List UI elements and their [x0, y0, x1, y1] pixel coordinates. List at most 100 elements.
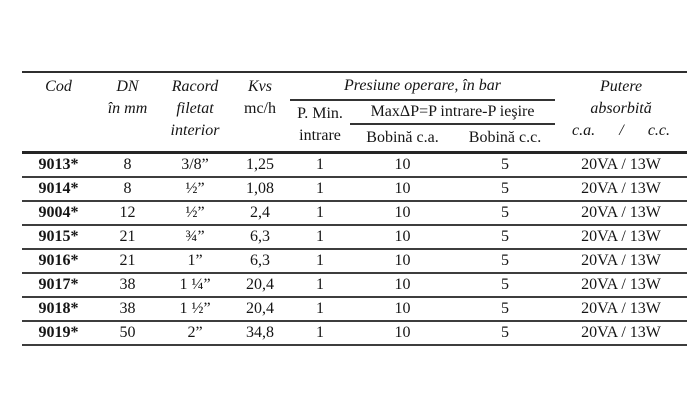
cell-dn: 21	[95, 249, 160, 274]
cell-cod: 9014*	[22, 177, 95, 202]
cell-bcc: 5	[455, 152, 556, 178]
cell-dn: 21	[95, 225, 160, 250]
table-row: 9004* 12 ½” 2,4 1 10 5 20VA / 13W	[22, 201, 688, 226]
cell-dn: 38	[95, 297, 160, 322]
cell-pmin: 1	[290, 273, 350, 298]
table-body: 9013* 8 3/8” 1,25 1 10 5 20VA / 13W 9014* 8 ½” 1,08…	[22, 152, 688, 346]
cell-cod: 9019*	[22, 321, 95, 346]
header-dn-line1: DN	[116, 78, 139, 95]
cell-cod: 9013*	[22, 152, 95, 178]
cell-pmin: 1	[290, 225, 350, 250]
cell-bcc: 5	[455, 273, 556, 298]
header-presiune-group: Presiune operare, în bar	[290, 72, 556, 101]
cell-pmin: 1	[290, 201, 350, 226]
table-row: 9019* 50 2” 34,8 1 10 5 20VA / 13W	[22, 321, 688, 346]
cell-bcc: 5	[455, 225, 556, 250]
spec-table: Cod DN în mm Racord filetat interior Kvs…	[22, 71, 688, 346]
header-pmin-line2: intrare	[299, 127, 341, 144]
cell-putere: 20VA / 13W	[555, 152, 688, 178]
cell-racord: 2”	[160, 321, 230, 346]
header-putere-line1: Putere	[600, 78, 643, 95]
header-pmin-line1: P. Min.	[297, 105, 343, 122]
header-kvs-line2: mc/h	[244, 100, 276, 117]
table-row: 9015* 21 ¾” 6,3 1 10 5 20VA / 13W	[22, 225, 688, 250]
cell-bca: 10	[350, 152, 455, 178]
cell-racord: 1 ½”	[160, 297, 230, 322]
cell-dn: 8	[95, 177, 160, 202]
cell-bcc: 5	[455, 321, 556, 346]
header-dn-line2: în mm	[107, 100, 148, 117]
header-putere-cc: c.c.	[647, 122, 671, 139]
header-racord: Racord filetat interior	[160, 72, 230, 154]
cell-bca: 10	[350, 225, 455, 250]
cell-bca: 10	[350, 273, 455, 298]
cell-cod: 9004*	[22, 201, 95, 226]
table-row: 9016* 21 1” 6,3 1 10 5 20VA / 13W	[22, 249, 688, 274]
cell-putere: 20VA / 13W	[555, 201, 688, 226]
cell-bcc: 5	[455, 177, 556, 202]
cell-kvs: 20,4	[230, 273, 290, 298]
cell-racord: ½”	[160, 177, 230, 202]
cell-cod: 9015*	[22, 225, 95, 250]
cell-kvs: 34,8	[230, 321, 290, 346]
cell-bca: 10	[350, 297, 455, 322]
cell-racord: ½”	[160, 201, 230, 226]
table-header: Cod DN în mm Racord filetat interior Kvs…	[22, 72, 688, 154]
header-pmin: P. Min. intrare	[290, 100, 350, 154]
cell-dn: 12	[95, 201, 160, 226]
header-racord-line2: filetat	[176, 100, 214, 117]
cell-racord: ¾”	[160, 225, 230, 250]
header-putere: Putere absorbită c.a. / c.c.	[555, 72, 688, 154]
cell-pmin: 1	[290, 177, 350, 202]
header-row-3: Bobină c.a. Bobină c.c.	[22, 124, 687, 154]
cell-bca: 10	[350, 177, 455, 202]
cell-bcc: 5	[455, 297, 556, 322]
cell-bca: 10	[350, 249, 455, 274]
cell-cod: 9018*	[22, 297, 95, 322]
cell-putere: 20VA / 13W	[555, 225, 688, 250]
header-putere-ca: c.a.	[572, 122, 596, 139]
cell-kvs: 6,3	[230, 249, 290, 274]
cell-racord: 1”	[160, 249, 230, 274]
header-kvs: Kvs mc/h	[230, 72, 290, 154]
header-bobina-cc: Bobină c.c.	[455, 124, 556, 154]
cell-cod: 9016*	[22, 249, 95, 274]
table-row: 9017* 38 1 ¼” 20,4 1 10 5 20VA / 13W	[22, 273, 688, 298]
cell-bcc: 5	[455, 201, 556, 226]
header-cod: Cod	[22, 72, 95, 154]
cell-racord: 3/8”	[160, 152, 230, 178]
header-bobina-ca: Bobină c.a.	[350, 124, 455, 154]
cell-bcc: 5	[455, 249, 556, 274]
cell-putere: 20VA / 13W	[555, 297, 688, 322]
cell-kvs: 2,4	[230, 201, 290, 226]
header-putere-slash: /	[619, 122, 624, 139]
cell-putere: 20VA / 13W	[555, 249, 688, 274]
cell-kvs: 1,25	[230, 152, 290, 178]
cell-dn: 8	[95, 152, 160, 178]
cell-racord: 1 ¼”	[160, 273, 230, 298]
header-row-1: Cod DN în mm Racord filetat interior Kvs…	[22, 72, 688, 154]
cell-kvs: 20,4	[230, 297, 290, 322]
header-racord-line1: Racord	[171, 78, 219, 95]
cell-pmin: 1	[290, 297, 350, 322]
cell-bca: 10	[350, 201, 455, 226]
cell-putere: 20VA / 13W	[555, 321, 688, 346]
header-maxdp: MaxΔP=P intrare-P ieşire	[350, 100, 556, 125]
header-kvs-line1: Kvs	[248, 78, 272, 95]
table-row: 9013* 8 3/8” 1,25 1 10 5 20VA / 13W	[22, 152, 688, 178]
cell-dn: 38	[95, 273, 160, 298]
header-cod-label: Cod	[45, 78, 72, 95]
header-putere-units: c.a. / c.c.	[555, 120, 687, 142]
cell-putere: 20VA / 13W	[555, 177, 688, 202]
cell-dn: 50	[95, 321, 160, 346]
cell-pmin: 1	[290, 321, 350, 346]
cell-pmin: 1	[290, 152, 350, 178]
cell-putere: 20VA / 13W	[555, 273, 688, 298]
cell-kvs: 6,3	[230, 225, 290, 250]
table-row: 9014* 8 ½” 1,08 1 10 5 20VA / 13W	[22, 177, 688, 202]
header-dn: DN în mm	[95, 72, 160, 154]
cell-pmin: 1	[290, 249, 350, 274]
table-row: 9018* 38 1 ½” 20,4 1 10 5 20VA / 13W	[22, 297, 688, 322]
header-racord-line3: interior	[170, 122, 220, 139]
